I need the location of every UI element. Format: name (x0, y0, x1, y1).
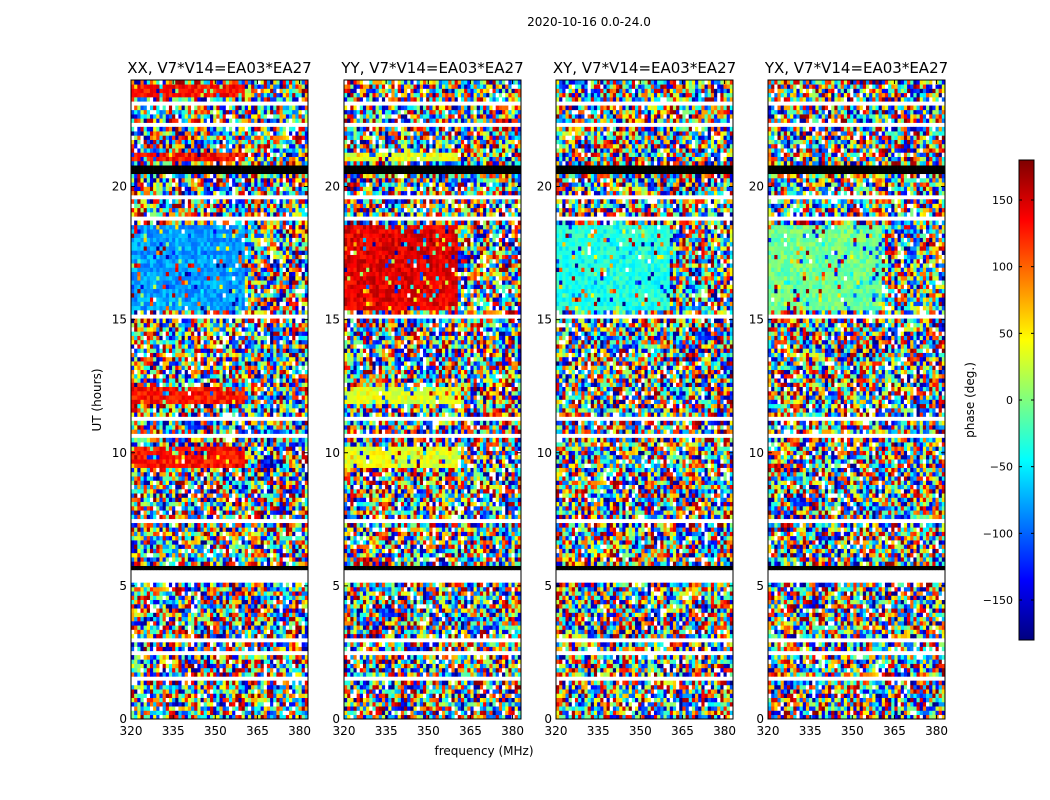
x-tick-label: 380 (501, 724, 524, 738)
y-tick-label: 0 (756, 712, 764, 726)
panel-3: XY, V7*V14=EA03*EA27 320 335 350 365 380 0 5 10 1… (537, 59, 736, 738)
x-tick-label: 320 (757, 724, 780, 738)
x-tick-label: 320 (545, 724, 568, 738)
colorbar-tick-label: 150 (992, 194, 1013, 207)
panel-1: XX, V7*V14=EA03*EA27 320 335 350 365 380 0 5 10 1… (112, 59, 312, 738)
phase-image (131, 80, 308, 719)
x-tick-label: 365 (671, 724, 694, 738)
x-axis-label: frequency (MHz) (434, 744, 533, 758)
phase-image (556, 80, 733, 719)
y-tick-label: 15 (112, 313, 127, 327)
colorbar-tick-label: 100 (992, 261, 1013, 274)
x-tick-label: 350 (204, 724, 227, 738)
y-tick-label: 0 (544, 712, 552, 726)
panel-title: XY, V7*V14=EA03*EA27 (553, 59, 736, 77)
y-tick-label: 10 (112, 446, 127, 460)
figure-title: 2020-10-16 0.0-24.0 (527, 15, 651, 29)
x-tick-label: 380 (925, 724, 948, 738)
y-tick-label: 10 (749, 446, 764, 460)
y-tick-label: 10 (325, 446, 340, 460)
panel-title: XX, V7*V14=EA03*EA27 (127, 59, 311, 77)
x-tick-label: 350 (629, 724, 652, 738)
x-tick-label: 335 (587, 724, 610, 738)
panel-title: YY, V7*V14=EA03*EA27 (340, 59, 523, 77)
panel-4: YX, V7*V14=EA03*EA27 320 335 350 365 380 0 5 10 1… (749, 59, 948, 738)
x-tick-label: 365 (459, 724, 482, 738)
colorbar-tick-label: 0 (1006, 394, 1013, 407)
y-tick-label: 20 (537, 180, 552, 194)
panels: XX, V7*V14=EA03*EA27 320 335 350 365 380 0 5 10 1… (112, 59, 948, 738)
y-tick-label: 15 (537, 313, 552, 327)
x-tick-label: 335 (799, 724, 822, 738)
x-tick-label: 350 (841, 724, 864, 738)
x-tick-label: 320 (120, 724, 143, 738)
phase-image (344, 80, 521, 719)
x-tick-label: 335 (375, 724, 398, 738)
y-tick-label: 20 (325, 180, 340, 194)
colorbar-tick-label: −100 (983, 527, 1013, 540)
x-tick-label: 365 (246, 724, 269, 738)
y-tick-label: 20 (112, 180, 127, 194)
x-tick-label: 380 (288, 724, 311, 738)
y-tick-label: 10 (537, 446, 552, 460)
y-axis-label: UT (hours) (90, 368, 104, 431)
x-tick-label: 350 (417, 724, 440, 738)
y-tick-label: 15 (325, 313, 340, 327)
colorbar-tick-label: 50 (999, 327, 1013, 340)
panel-2: YY, V7*V14=EA03*EA27 320 335 350 365 380 0 5 10 1… (325, 59, 524, 738)
panel-title: YX, V7*V14=EA03*EA27 (764, 59, 948, 77)
colorbar-tick-label: −50 (990, 461, 1013, 474)
phase-image (768, 80, 945, 719)
x-tick-label: 320 (333, 724, 356, 738)
y-tick-label: 0 (332, 712, 340, 726)
x-tick-label: 335 (162, 724, 185, 738)
colorbar: −150 −100 −50 0 50 100 150 phase (deg.) (963, 160, 1034, 640)
colorbar-label: phase (deg.) (963, 362, 977, 438)
y-tick-label: 20 (749, 180, 764, 194)
y-tick-label: 5 (756, 579, 764, 593)
x-tick-label: 380 (713, 724, 736, 738)
x-tick-label: 365 (883, 724, 906, 738)
y-tick-label: 5 (119, 579, 127, 593)
y-tick-label: 15 (749, 313, 764, 327)
y-tick-label: 5 (544, 579, 552, 593)
colorbar-tick-label: −150 (983, 594, 1013, 607)
y-tick-label: 0 (119, 712, 127, 726)
y-tick-label: 5 (332, 579, 340, 593)
